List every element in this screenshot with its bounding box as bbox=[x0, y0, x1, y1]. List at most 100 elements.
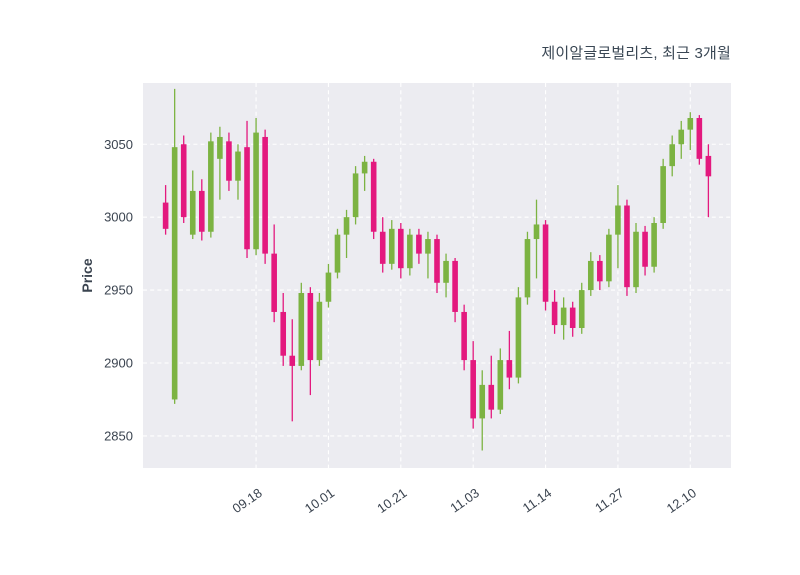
candle-down bbox=[569, 301, 576, 337]
y-tick-label: 3050 bbox=[104, 137, 133, 152]
candle-body bbox=[597, 260, 603, 282]
x-tick-label: 11.14 bbox=[520, 485, 554, 515]
candle-body bbox=[425, 239, 431, 254]
candle-body bbox=[651, 223, 657, 267]
candle-body bbox=[624, 205, 630, 288]
candle-body bbox=[217, 136, 223, 159]
candle-down bbox=[226, 132, 232, 191]
candle-body bbox=[407, 234, 413, 269]
candle-down bbox=[461, 304, 467, 371]
y-tick-label: 3000 bbox=[104, 210, 133, 225]
candle-up bbox=[316, 293, 323, 366]
candle-down bbox=[696, 115, 703, 165]
candle-up bbox=[171, 88, 178, 404]
y-tick-label: 2950 bbox=[104, 283, 133, 298]
x-tick-label: 10.01 bbox=[302, 485, 337, 516]
candle-down bbox=[398, 223, 404, 279]
y-tick-label: 2850 bbox=[104, 428, 133, 443]
candle-down bbox=[434, 234, 440, 293]
candle-down bbox=[551, 290, 558, 334]
candle-body bbox=[307, 293, 314, 361]
candle-down bbox=[370, 158, 377, 240]
candle-down bbox=[642, 225, 648, 276]
candle-up bbox=[587, 252, 594, 296]
candle-down bbox=[452, 258, 458, 323]
candle-body bbox=[180, 144, 187, 218]
candle-down bbox=[244, 120, 250, 258]
candle-down bbox=[162, 185, 169, 235]
candle-down bbox=[180, 135, 187, 223]
x-tick-label: 09.18 bbox=[230, 485, 265, 516]
candle-body bbox=[199, 190, 205, 232]
y-axis-label: Price bbox=[79, 258, 95, 292]
candle-down bbox=[705, 144, 712, 218]
candle-body bbox=[280, 311, 287, 356]
candle-body bbox=[244, 147, 250, 250]
candle-body bbox=[316, 301, 323, 361]
candle-up bbox=[217, 126, 223, 200]
candle-body bbox=[298, 293, 305, 366]
candle-up bbox=[615, 185, 621, 269]
candle-body bbox=[587, 260, 594, 291]
candle-up bbox=[334, 228, 341, 279]
candle-body bbox=[497, 360, 504, 410]
candle-up bbox=[425, 231, 431, 279]
candle-down bbox=[506, 330, 513, 390]
candle-up bbox=[515, 287, 522, 384]
candle-down bbox=[416, 228, 422, 264]
candle-body bbox=[470, 360, 476, 419]
candle-body bbox=[208, 141, 214, 232]
candle-up bbox=[678, 120, 685, 159]
candle-body bbox=[687, 118, 694, 130]
candle-body bbox=[696, 118, 703, 159]
candle-down bbox=[262, 129, 268, 264]
candle-body bbox=[271, 253, 277, 312]
candle-up bbox=[479, 370, 486, 451]
candle-up bbox=[606, 228, 612, 288]
candle-up bbox=[560, 297, 567, 340]
candle-body bbox=[642, 231, 648, 267]
candle-up bbox=[443, 253, 449, 298]
candle-down bbox=[289, 319, 296, 422]
candle-up bbox=[660, 158, 666, 229]
candle-down bbox=[271, 224, 277, 323]
candle-down bbox=[624, 199, 630, 296]
x-tick-label: 12.10 bbox=[664, 485, 699, 516]
candle-body bbox=[524, 239, 531, 298]
candle-up bbox=[497, 348, 504, 415]
candle-body bbox=[705, 155, 712, 177]
candle-body bbox=[560, 307, 567, 326]
candle-body bbox=[370, 161, 377, 232]
candle-up bbox=[189, 170, 196, 240]
candle-up bbox=[669, 135, 675, 177]
candle-down bbox=[597, 255, 603, 291]
candle-up bbox=[388, 220, 395, 270]
candle-down bbox=[379, 217, 386, 273]
candle-up bbox=[651, 217, 657, 273]
candle-up bbox=[533, 199, 540, 279]
candle-body bbox=[578, 290, 585, 328]
candle-body bbox=[542, 224, 549, 302]
candle-up bbox=[253, 118, 259, 256]
candle-down bbox=[307, 287, 314, 396]
candle-up bbox=[687, 112, 694, 151]
candle-body bbox=[479, 384, 486, 419]
candle-body bbox=[569, 307, 576, 328]
candle-body bbox=[506, 360, 513, 378]
candle-body bbox=[361, 161, 368, 174]
candle-body bbox=[226, 141, 232, 181]
candle-body bbox=[452, 260, 458, 312]
candle-body bbox=[235, 151, 241, 181]
candle-up bbox=[352, 166, 359, 225]
candle-up bbox=[578, 282, 585, 334]
candle-body bbox=[171, 147, 178, 400]
candle-body bbox=[325, 272, 332, 302]
candle-body bbox=[434, 239, 440, 283]
x-tick-label: 11.27 bbox=[592, 485, 626, 515]
candle-up bbox=[633, 223, 639, 293]
candle-body bbox=[461, 311, 467, 361]
candle-body bbox=[678, 129, 685, 145]
candle-body bbox=[343, 217, 350, 235]
